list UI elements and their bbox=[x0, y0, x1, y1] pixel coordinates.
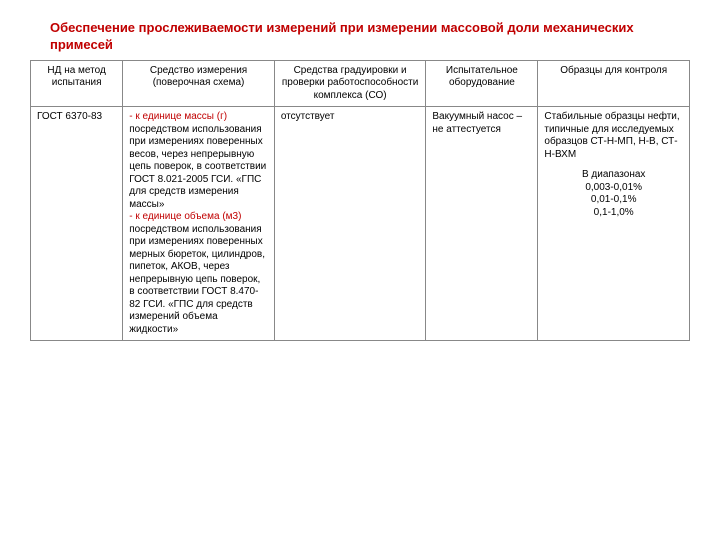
header-equipment: Испытательное оборудование bbox=[426, 60, 538, 107]
range-1: 0,003-0,01% bbox=[585, 182, 642, 193]
header-samples: Образцы для контроля bbox=[538, 60, 690, 107]
measure-highlight-mass: - к единице массы (г) bbox=[129, 111, 227, 122]
measure-text-volume: посредством использования при измерениях… bbox=[129, 224, 265, 335]
traceability-table: НД на метод испытания Средство измерения… bbox=[30, 60, 690, 342]
measure-text-mass: посредством использования при измерениях… bbox=[129, 124, 266, 210]
cell-calibration: отсутствует bbox=[274, 107, 426, 341]
range-3: 0,1-1,0% bbox=[594, 207, 634, 218]
range-2: 0,01-0,1% bbox=[591, 194, 637, 205]
header-measure: Средство измерения (поверочная схема) bbox=[123, 60, 275, 107]
measure-highlight-volume: - к единице объема (м3) bbox=[129, 211, 241, 222]
cell-samples: Стабильные образцы нефти, типичные для и… bbox=[538, 107, 690, 341]
ranges-label: В диапазонах bbox=[582, 169, 645, 180]
cell-nd: ГОСТ 6370-83 bbox=[31, 107, 123, 341]
samples-text: Стабильные образцы нефти, типичные для и… bbox=[544, 111, 683, 161]
cell-measure: - к единице массы (г) посредством исполь… bbox=[123, 107, 275, 341]
header-nd: НД на метод испытания bbox=[31, 60, 123, 107]
cell-equipment: Вакуумный насос – не аттестуется bbox=[426, 107, 538, 341]
header-calibration: Средства градуировки и проверки работосп… bbox=[274, 60, 426, 107]
page-title: Обеспечение прослеживаемости измерений п… bbox=[50, 20, 690, 54]
table-row: ГОСТ 6370-83 - к единице массы (г) посре… bbox=[31, 107, 690, 341]
ranges-block: В диапазонах 0,003-0,01% 0,01-0,1% 0,1-1… bbox=[544, 169, 683, 219]
table-header-row: НД на метод испытания Средство измерения… bbox=[31, 60, 690, 107]
